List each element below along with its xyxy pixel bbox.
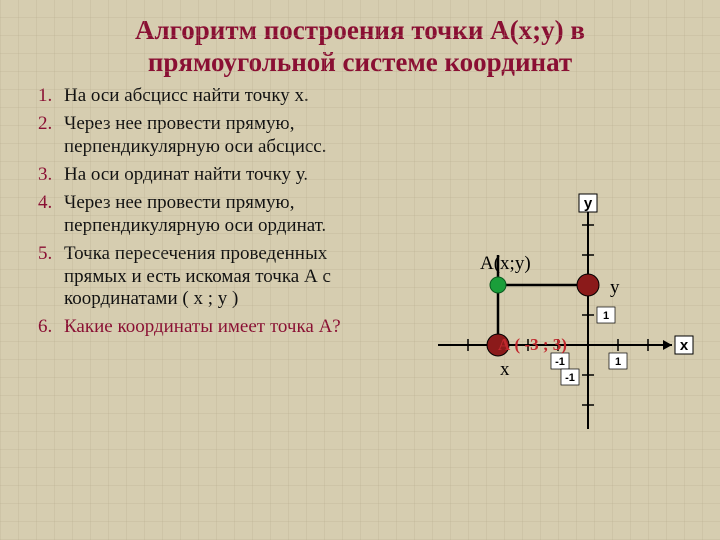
svg-text:х: х (500, 359, 510, 380)
svg-text:1: 1 (603, 310, 609, 322)
step-1: 1. На оси абсцисс найти точку х. (38, 85, 368, 107)
step-2: 2. Через нее провести прямую, перпендику… (38, 113, 368, 158)
step-number: 1. (38, 85, 64, 107)
title-line-2: прямоугольной системе координат (148, 47, 572, 77)
step-number: 2. (38, 113, 64, 158)
step-text: Точка пересечения проведенных прямых и е… (64, 243, 368, 310)
svg-text:-1: -1 (565, 372, 575, 384)
svg-text:1: 1 (615, 356, 621, 368)
svg-text:y: y (584, 195, 593, 212)
svg-text:-1: -1 (555, 356, 565, 368)
content-row: 1. На оси абсцисс найти точку х. 2. Чере… (0, 79, 720, 345)
steps-list: 1. На оси абсцисс найти точку х. 2. Чере… (38, 85, 368, 345)
svg-text:x: x (680, 337, 689, 354)
step-text: На оси ординат найти точку у. (64, 164, 368, 186)
svg-text:у: у (610, 277, 620, 298)
step-number: 4. (38, 192, 64, 237)
step-number: 6. (38, 316, 64, 338)
page-title: Алгоритм построения точки А(х;у) в прямо… (0, 0, 720, 79)
step-4: 4. Через нее провести прямую, перпендику… (38, 192, 368, 237)
step-3: 3. На оси ординат найти точку у. (38, 164, 368, 186)
step-number: 5. (38, 243, 64, 310)
step-text: Через нее провести прямую, перпендикуляр… (64, 113, 368, 158)
coordinate-chart: 1 -1 1 -1 x y х у А(х;у) (378, 145, 698, 465)
chart-area: 1-11-1xyхуА(х;у) А ( -3 ; 3) (378, 85, 702, 345)
step-text: Какие координаты имеет точка А? (64, 316, 368, 338)
svg-text:А(х;у): А(х;у) (480, 253, 531, 274)
step-5: 5. Точка пересечения проведенных прямых … (38, 243, 368, 310)
answer-label: А ( -3 ; 3) (498, 335, 567, 355)
step-6: 6. Какие координаты имеет точка А? (38, 316, 368, 338)
title-line-1: Алгоритм построения точки А(х;у) в (135, 15, 585, 45)
step-text: Через нее провести прямую, перпендикуляр… (64, 192, 368, 237)
step-text: На оси абсцисс найти точку х. (64, 85, 368, 107)
step-number: 3. (38, 164, 64, 186)
